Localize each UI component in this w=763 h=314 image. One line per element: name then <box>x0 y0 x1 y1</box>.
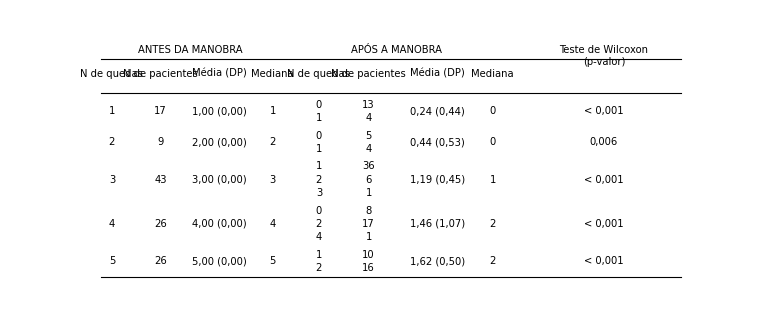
Text: Teste de Wilcoxon
(p-valor): Teste de Wilcoxon (p-valor) <box>559 45 649 67</box>
Text: 5: 5 <box>365 131 372 141</box>
Text: 2: 2 <box>316 175 322 185</box>
Text: 1,00 (0,00): 1,00 (0,00) <box>192 106 247 116</box>
Text: Média (DP): Média (DP) <box>410 69 465 79</box>
Text: 1,46 (1,07): 1,46 (1,07) <box>410 219 465 229</box>
Text: 1: 1 <box>109 106 115 116</box>
Text: 2: 2 <box>316 219 322 229</box>
Text: 0: 0 <box>316 100 322 110</box>
Text: 43: 43 <box>154 175 166 185</box>
Text: 1,62 (0,50): 1,62 (0,50) <box>410 256 465 266</box>
Text: 4: 4 <box>365 113 372 123</box>
Text: 4: 4 <box>109 219 115 229</box>
Text: 5,00 (0,00): 5,00 (0,00) <box>192 256 247 266</box>
Text: 5: 5 <box>269 256 276 266</box>
Text: 1,19 (0,45): 1,19 (0,45) <box>410 175 465 185</box>
Text: 2: 2 <box>109 137 115 147</box>
Text: 2: 2 <box>269 137 276 147</box>
Text: 2: 2 <box>316 263 322 273</box>
Text: 0,44 (0,53): 0,44 (0,53) <box>410 137 465 147</box>
Text: 0: 0 <box>316 131 322 141</box>
Text: Mediana: Mediana <box>252 69 294 79</box>
Text: 2,00 (0,00): 2,00 (0,00) <box>192 137 247 147</box>
Text: 4: 4 <box>365 144 372 154</box>
Text: 4: 4 <box>316 232 322 242</box>
Text: 4,00 (0,00): 4,00 (0,00) <box>192 219 247 229</box>
Text: 26: 26 <box>154 219 167 229</box>
Text: Média (DP): Média (DP) <box>192 69 247 79</box>
Text: 1: 1 <box>316 161 322 171</box>
Text: Mediana: Mediana <box>472 69 514 79</box>
Text: 1: 1 <box>316 250 322 260</box>
Text: 36: 36 <box>362 161 375 171</box>
Text: 4: 4 <box>269 219 276 229</box>
Text: N de quedas: N de quedas <box>80 69 143 79</box>
Text: < 0,001: < 0,001 <box>584 219 623 229</box>
Text: 0: 0 <box>490 137 496 147</box>
Text: 3: 3 <box>109 175 115 185</box>
Text: APÓS A MANOBRA: APÓS A MANOBRA <box>352 45 443 55</box>
Text: N de pacientes: N de pacientes <box>123 69 198 79</box>
Text: 3: 3 <box>269 175 276 185</box>
Text: 17: 17 <box>362 219 375 229</box>
Text: N de pacientes: N de pacientes <box>331 69 406 79</box>
Text: 10: 10 <box>362 250 375 260</box>
Text: 0: 0 <box>490 106 496 116</box>
Text: 1: 1 <box>316 113 322 123</box>
Text: 5: 5 <box>109 256 115 266</box>
Text: < 0,001: < 0,001 <box>584 175 623 185</box>
Text: 3,00 (0,00): 3,00 (0,00) <box>192 175 247 185</box>
Text: 1: 1 <box>490 175 496 185</box>
Text: 3: 3 <box>316 188 322 198</box>
Text: 1: 1 <box>365 232 372 242</box>
Text: 6: 6 <box>365 175 372 185</box>
Text: 13: 13 <box>362 100 375 110</box>
Text: 1: 1 <box>269 106 276 116</box>
Text: 17: 17 <box>154 106 167 116</box>
Text: N de quedas: N de quedas <box>288 69 350 79</box>
Text: 26: 26 <box>154 256 167 266</box>
Text: 2: 2 <box>490 219 496 229</box>
Text: 1: 1 <box>316 144 322 154</box>
Text: 0,24 (0,44): 0,24 (0,44) <box>410 106 465 116</box>
Text: ANTES DA MANOBRA: ANTES DA MANOBRA <box>137 45 243 55</box>
Text: 1: 1 <box>365 188 372 198</box>
Text: 2: 2 <box>490 256 496 266</box>
Text: < 0,001: < 0,001 <box>584 256 623 266</box>
Text: 9: 9 <box>157 137 163 147</box>
Text: 16: 16 <box>362 263 375 273</box>
Text: 0: 0 <box>316 206 322 216</box>
Text: 0,006: 0,006 <box>590 137 618 147</box>
Text: < 0,001: < 0,001 <box>584 106 623 116</box>
Text: 8: 8 <box>365 206 372 216</box>
